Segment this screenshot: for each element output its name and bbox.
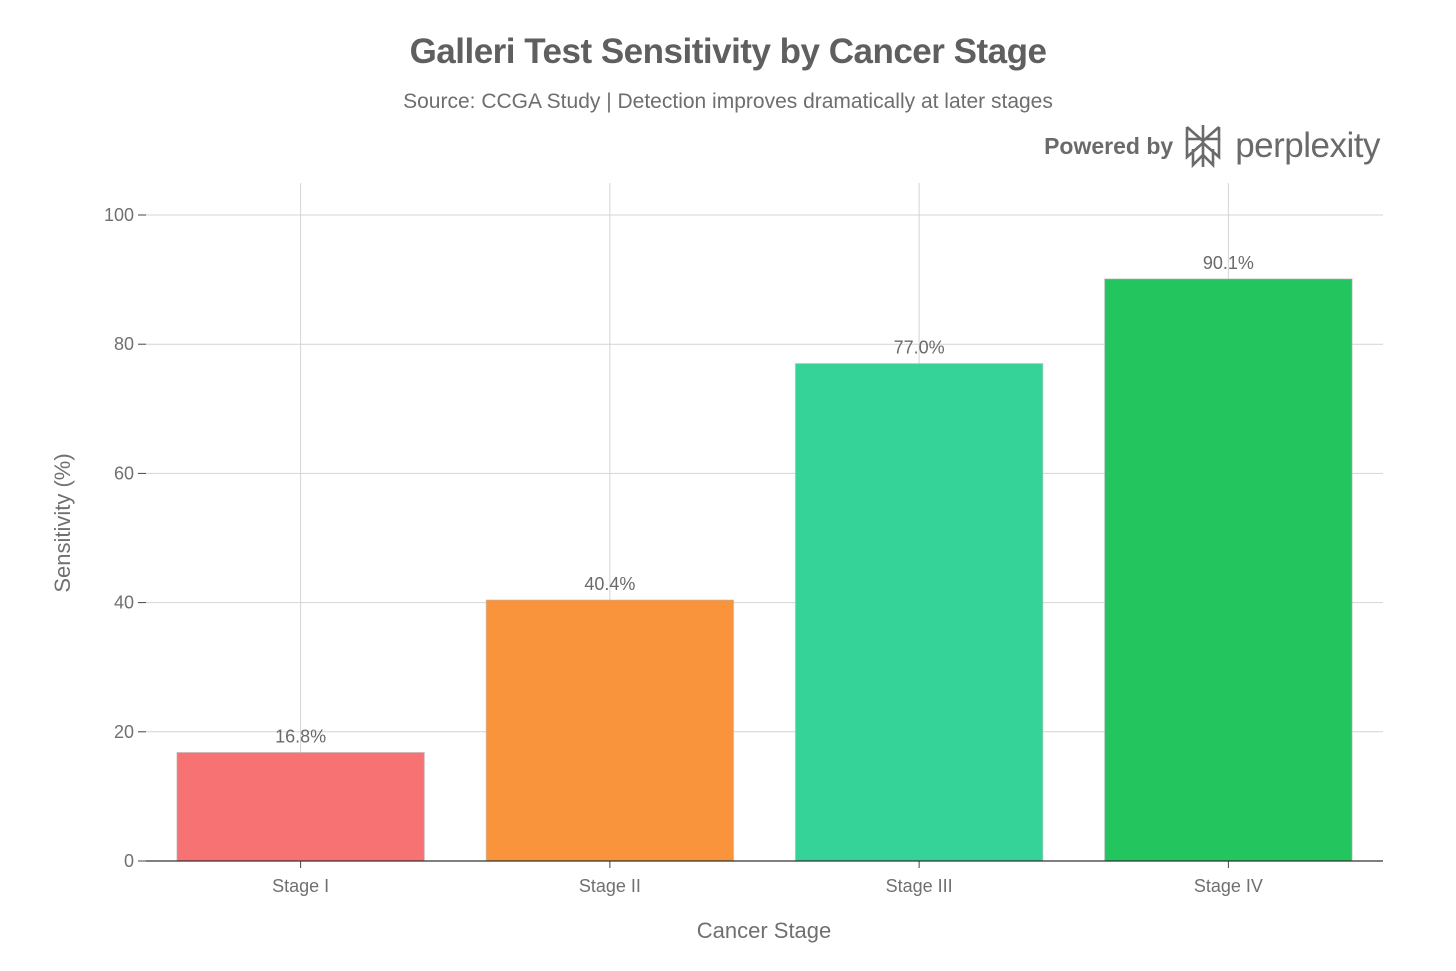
labels: 0 20 40 60 80 100 Stage I 16.8% Stage II 40.4% Sta… [104,205,1263,896]
chart-subtitle: Source: CCGA Study | Detection improves … [403,90,1053,113]
bar-value-label: 40.4% [584,574,635,594]
bar-stage-ii [485,599,735,862]
y-axis-title: Sensitivity (%) [50,453,75,592]
x-tick-label: Stage IV [1194,876,1263,896]
bars [176,278,1353,862]
bar-stage-iii [794,363,1044,862]
perplexity-logo-icon [1183,123,1223,169]
y-tick-label: 60 [114,463,134,483]
brand-name: perplexity [1235,126,1380,165]
y-tick-label: 40 [114,593,134,613]
y-tick-label: 100 [104,205,134,225]
bar-value-label: 90.1% [1203,253,1254,273]
y-tick-label: 0 [124,851,134,871]
bar-value-label: 77.0% [894,338,945,358]
bar-stage-i [176,751,425,862]
powered-by-badge: Powered by perplexity [1044,122,1380,170]
y-tick-label: 20 [114,722,134,742]
chart-title: Galleri Test Sensitivity by Cancer Stage [409,32,1047,71]
y-tick-label: 80 [114,334,134,354]
powered-by-label: Powered by [1044,132,1174,159]
x-tick-label: Stage I [272,876,329,896]
axes [138,214,1383,868]
x-tick-label: Stage III [886,876,953,896]
x-tick-label: Stage II [579,876,641,896]
bar-stage-iv [1104,278,1353,862]
x-axis-title: Cancer Stage [697,918,832,943]
bar-value-label: 16.8% [275,726,326,746]
